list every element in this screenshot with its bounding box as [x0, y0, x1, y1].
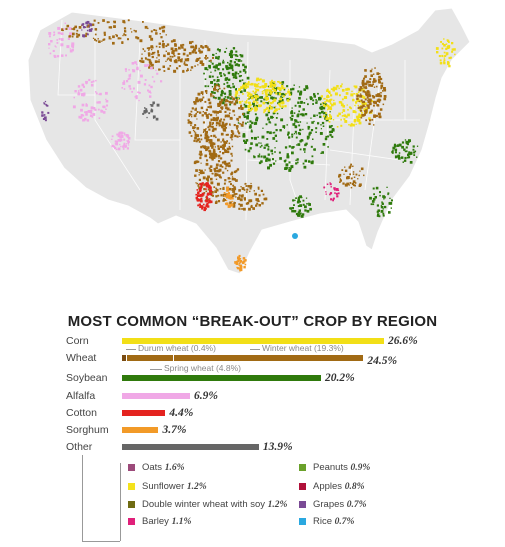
- legend-swatch: [299, 463, 306, 471]
- legend-swatch: [128, 482, 135, 490]
- other-bar: [122, 444, 259, 450]
- other-breakdown-item: Barley 1.1%: [128, 516, 191, 527]
- durum-wheat-connector: [126, 349, 136, 350]
- category-label: Corn: [66, 335, 89, 347]
- spring-wheat-label: Spring wheat (4.8%): [164, 363, 242, 373]
- legend-label: Oats: [142, 462, 165, 473]
- legend-swatch: [128, 517, 135, 525]
- legend-value: 0.9%: [350, 463, 371, 473]
- category-label: Wheat: [66, 352, 97, 364]
- other-bracket-foot: [82, 541, 120, 542]
- legend-swatch: [128, 463, 135, 471]
- category-label: Alfalfa: [66, 390, 96, 402]
- value-label: 13.9%: [262, 441, 293, 453]
- crop-map: [27, 7, 471, 275]
- legend-label: Grapes: [313, 499, 347, 510]
- legend-swatch: [299, 482, 306, 490]
- legend-value: 1.2%: [267, 500, 288, 510]
- other-breakdown-item: Grapes 0.7%: [299, 499, 367, 510]
- cotton-bar: [122, 410, 166, 416]
- category-label: Cotton: [66, 407, 97, 419]
- category-label: Soybean: [66, 372, 108, 384]
- legend-label: Double winter wheat with soy: [142, 499, 268, 510]
- other-breakdown-item: Double winter wheat with soy 1.2%: [128, 499, 287, 510]
- wheat-segment-bar: [122, 355, 126, 361]
- value-label: 3.7%: [162, 424, 187, 436]
- wheat-divider: [173, 355, 175, 361]
- value-label: 26.6%: [388, 335, 418, 347]
- legend-value: 1.2%: [186, 482, 207, 492]
- legend-value: 0.8%: [344, 482, 365, 492]
- sorghum-bar: [122, 427, 159, 433]
- other-bracket: [82, 455, 83, 541]
- legend-swatch: [128, 500, 135, 508]
- legend-value: 1.6%: [164, 463, 185, 473]
- other-bracket-right: [120, 463, 121, 541]
- alaska-marker: [292, 233, 298, 239]
- legend-value: 0.7%: [334, 517, 355, 527]
- value-label: 20.2%: [324, 372, 355, 384]
- legend-label: Barley: [142, 516, 172, 527]
- legend-label: Rice: [313, 516, 335, 527]
- other-breakdown-item: Oats 1.6%: [128, 462, 185, 473]
- alfalfa-bar: [122, 393, 190, 399]
- spring-wheat-connector: [150, 369, 162, 370]
- value-label: 6.9%: [193, 390, 218, 402]
- durum-wheat-label: Durum wheat (0.4%): [138, 343, 216, 353]
- wheat-segment-bar: [173, 355, 364, 361]
- other-breakdown-item: Sunflower 1.2%: [128, 481, 207, 492]
- wheat-divider: [125, 355, 127, 361]
- category-label: Other: [66, 441, 93, 453]
- us-land-shape: [27, 7, 471, 275]
- winter-wheat-connector: [250, 349, 260, 350]
- wheat-segment-bar: [125, 355, 174, 361]
- winter-wheat-label: Winter wheat (19.3%): [262, 343, 344, 353]
- chart-title: MOST COMMON “BREAK-OUT” CROP BY REGION: [67, 313, 438, 330]
- legend-swatch: [299, 500, 306, 508]
- category-label: Sorghum: [66, 424, 109, 436]
- legend-label: Apples: [313, 481, 345, 492]
- legend-label: Peanuts: [313, 462, 351, 473]
- legend-label: Sunflower: [142, 481, 187, 492]
- soybean-bar: [122, 375, 321, 381]
- legend-value: 1.1%: [171, 517, 192, 527]
- value-label: 4.4%: [169, 407, 194, 419]
- corn-bar: [122, 338, 384, 344]
- legend-swatch: [299, 517, 306, 525]
- other-breakdown-item: Apples 0.8%: [299, 481, 364, 492]
- value-label: 24.5%: [367, 355, 398, 367]
- other-breakdown-item: Rice 0.7%: [299, 516, 354, 527]
- other-breakdown-item: Peanuts 0.9%: [299, 462, 370, 473]
- legend-value: 0.7%: [346, 500, 367, 510]
